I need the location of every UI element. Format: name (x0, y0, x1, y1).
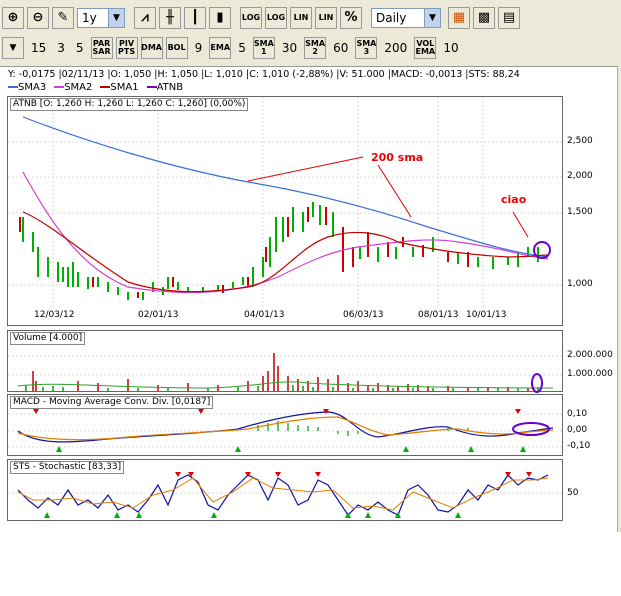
volume-panel[interactable]: Volume [4.000] (7, 330, 564, 393)
info-line: Y: -0,0175 |02/11/13 |O: 1,050 |H: 1,050… (8, 69, 520, 80)
sma3-button[interactable]: SMA 3 (355, 37, 378, 59)
x-tick: 06/03/13 (343, 310, 384, 320)
y-tick: 0,00 (567, 425, 588, 435)
param-3[interactable]: 5 (75, 41, 84, 55)
vertical-scrollbar[interactable] (617, 66, 621, 532)
volume-ema-value[interactable]: 10 (443, 41, 459, 55)
legend-sma2: SMA2 (54, 82, 92, 93)
y-tick: 1,000 (567, 279, 593, 289)
macd-panel[interactable]: MACD - Moving Average Conv. Div. [0,0187… (7, 394, 564, 456)
par-sar-button[interactable]: PAR SAR (90, 37, 113, 59)
indicators-icon[interactable]: ▦ (448, 7, 470, 29)
sma1-value[interactable]: 30 (281, 41, 298, 55)
param-1[interactable]: 15 (31, 41, 47, 55)
sma2-value[interactable]: 60 (333, 41, 349, 55)
percent-button[interactable]: % (340, 7, 362, 29)
price-panel-title: ATNB [O: 1,260 H: 1,260 L: 1,260 C: 1,26… (10, 98, 249, 111)
toolbar-top: ⊕ ⊖ ✎ 1y ▼ ⩘ ╫ ┃ ▮ LOG LOG LIN LIN % Dai… (0, 6, 621, 30)
y-tick: 2,000 (567, 171, 593, 181)
ohlc-chart-button[interactable]: ╫ (159, 7, 181, 29)
sma1-button[interactable]: SMA 1 (252, 37, 275, 59)
zoom-out-button[interactable]: ⊖ (27, 7, 49, 29)
log-scale-button[interactable]: LOG (240, 7, 262, 29)
annotation-200sma: 200 sma (371, 151, 424, 164)
stochastic-chart (8, 472, 564, 518)
x-tick: 04/01/13 (244, 310, 285, 320)
bollinger-value[interactable]: 9 (194, 41, 203, 55)
volume-chart (8, 353, 564, 393)
y-tick: 2,500 (567, 136, 593, 146)
legend: SMA3 SMA2 SMA1 ATNB (8, 82, 183, 93)
period-value: 1y (82, 11, 97, 25)
chevron-down-icon: ▼ (108, 9, 124, 27)
toolbar-indicators: ▼ 15 3 5 PAR SAR PIV PTS DMA BOL 9 EMA 5… (0, 36, 621, 60)
sma3-value[interactable]: 200 (384, 41, 408, 55)
sma2-button[interactable]: SMA 2 (304, 37, 327, 59)
color-palette-icon[interactable]: ▩ (473, 7, 495, 29)
interval-select[interactable]: Daily ▼ (371, 8, 441, 28)
macd-chart (8, 409, 564, 452)
lin-neq-button[interactable]: LIN (315, 7, 337, 29)
line-chart-button[interactable]: ⩘ (134, 7, 156, 29)
macd-panel-title: MACD - Moving Average Conv. Div. [0,0187… (10, 396, 214, 409)
ema-button[interactable]: EMA (209, 37, 232, 59)
y-tick: 50 (567, 488, 579, 498)
legend-atnb: ATNB (146, 82, 183, 93)
candle-chart-button[interactable]: ▮ (209, 7, 231, 29)
param-2[interactable]: 3 (57, 41, 65, 55)
bar-chart-button[interactable]: ┃ (184, 7, 206, 29)
lin-scale-button[interactable]: LIN (290, 7, 312, 29)
volume-ema-button[interactable]: VOL EMA (414, 37, 437, 59)
interval-value: Daily (376, 11, 407, 25)
period-select[interactable]: 1y ▼ (77, 8, 125, 28)
annotation-ciao: ciao (501, 193, 527, 206)
y-tick: 1,500 (567, 207, 593, 217)
legend-sma3: SMA3 (8, 82, 46, 93)
pivot-points-button[interactable]: PIV PTS (115, 37, 138, 59)
edit-icon[interactable]: ✎ (52, 7, 74, 29)
stochastic-panel-title: STS - Stochastic [83,33] (10, 461, 125, 474)
stochastic-panel[interactable]: STS - Stochastic [83,33] (7, 459, 564, 521)
y-tick: 1.000.000 (567, 369, 613, 379)
y-tick: 0,10 (567, 409, 588, 419)
price-chart (8, 97, 564, 307)
x-tick: 10/01/13 (466, 310, 507, 320)
x-tick: 02/01/13 (138, 310, 179, 320)
chevron-down-icon[interactable]: ▼ (2, 37, 24, 59)
y-tick: 2.000.000 (567, 350, 613, 360)
x-tick: 12/03/12 (34, 310, 75, 320)
ema-value[interactable]: 5 (238, 41, 246, 55)
legend-sma1: SMA1 (100, 82, 139, 93)
zoom-in-button[interactable]: ⊕ (2, 7, 24, 29)
bollinger-button[interactable]: BOL (165, 37, 188, 59)
log-neq-button[interactable]: LOG (265, 7, 287, 29)
x-tick: 08/01/13 (418, 310, 459, 320)
price-panel[interactable]: ATNB [O: 1,260 H: 1,260 L: 1,260 C: 1,26… (7, 96, 564, 326)
dma-button[interactable]: DMA (140, 37, 163, 59)
y-tick: -0,10 (567, 441, 591, 451)
volume-panel-title: Volume [4.000] (10, 332, 86, 345)
grid-icon[interactable]: ▤ (498, 7, 520, 29)
chevron-down-icon: ▼ (424, 9, 440, 27)
